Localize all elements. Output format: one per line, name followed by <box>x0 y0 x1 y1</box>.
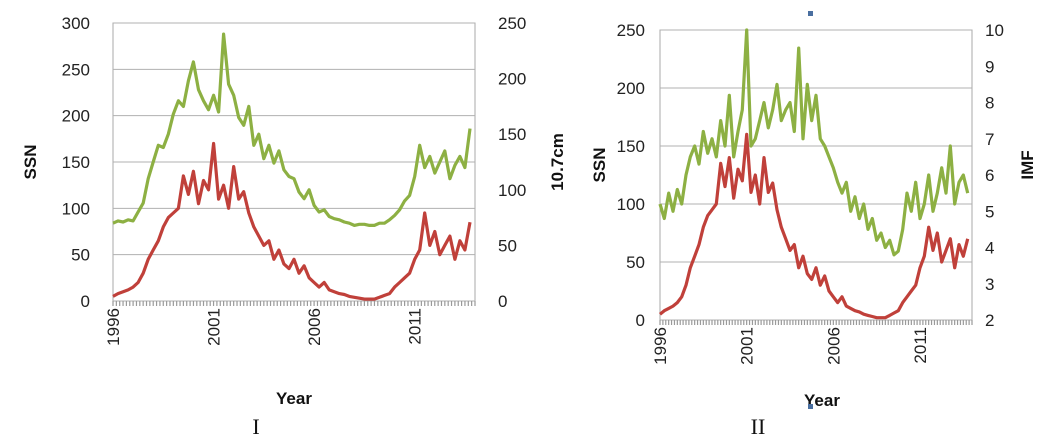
y2-tick-label: 0 <box>498 292 507 311</box>
x-tick-label: 2001 <box>205 308 224 346</box>
y2-tick-label: 200 <box>498 70 526 89</box>
y-tick-label: 200 <box>62 107 90 126</box>
panel-caption: I <box>252 414 259 434</box>
selection-handle-bottom <box>808 404 813 409</box>
y-tick-label: 0 <box>81 292 90 311</box>
x-tick-label: 2011 <box>406 308 425 345</box>
y-tick-label: 250 <box>62 60 90 79</box>
selection-handle-top <box>808 11 813 16</box>
x-minor-ticks <box>659 320 973 325</box>
tick-labels: 0 50 100 150 200 250 2 3 4 5 6 7 8 9 10 1996 2001 2006 201… <box>617 21 1004 365</box>
x-tick-label: 2006 <box>824 327 843 365</box>
y-tick-label: 100 <box>617 195 645 214</box>
y-tick-label: 50 <box>626 253 645 272</box>
y2-axis-label: 10.7cm <box>548 133 567 191</box>
series-layer <box>658 28 970 320</box>
x-tick-label: 2006 <box>305 308 324 346</box>
tick-labels: 0 50 100 150 200 250 300 0 50 100 150 200 250 1996 200… <box>62 14 527 346</box>
y-tick-label: 50 <box>71 246 90 265</box>
series-line-right <box>658 28 970 257</box>
y-axis-label: SSN <box>590 148 609 183</box>
y-tick-label: 150 <box>617 137 645 156</box>
y-tick-label: 200 <box>617 79 645 98</box>
y2-tick-label: 150 <box>498 125 526 144</box>
y2-tick-label: 4 <box>985 239 994 258</box>
chart-panel-i: 0 50 100 150 200 250 300 0 50 100 150 200 250 1996 200… <box>21 14 567 434</box>
series-line-left <box>112 141 472 301</box>
series-layer <box>112 32 472 301</box>
y2-tick-label: 100 <box>498 181 526 200</box>
y2-tick-label: 6 <box>985 166 994 185</box>
y2-tick-label: 9 <box>985 57 994 76</box>
y-tick-label: 250 <box>617 21 645 40</box>
y2-tick-label: 3 <box>985 275 994 294</box>
x-axis-label: Year <box>276 389 312 408</box>
y-axis-label: SSN <box>21 145 40 180</box>
chart-panel-ii: 0 50 100 150 200 250 2 3 4 5 6 7 8 9 10 1996 2001 2006 201… <box>590 11 1037 434</box>
y2-axis-label: IMF <box>1018 150 1037 179</box>
y2-tick-label: 7 <box>985 130 994 149</box>
y2-tick-label: 8 <box>985 94 994 113</box>
x-axis-label: Year <box>804 391 840 410</box>
y2-tick-label: 250 <box>498 14 526 33</box>
plot-area <box>659 29 973 321</box>
x-tick-label: 2001 <box>738 327 757 365</box>
y-tick-label: 300 <box>62 14 90 33</box>
y2-tick-label: 5 <box>985 202 994 221</box>
panel-caption: II <box>751 414 766 434</box>
y-tick-label: 0 <box>636 311 645 330</box>
y2-tick-label: 2 <box>985 311 994 330</box>
y2-tick-label: 10 <box>985 21 1004 40</box>
y-tick-label: 100 <box>62 199 90 218</box>
series-line-left <box>658 132 970 320</box>
series-line-right <box>112 32 472 227</box>
y2-tick-label: 50 <box>498 236 517 255</box>
x-tick-label: 1996 <box>651 327 670 365</box>
x-tick-label: 2011 <box>911 327 930 364</box>
x-minor-ticks <box>112 301 476 306</box>
x-tick-label: 1996 <box>104 308 123 346</box>
y-tick-label: 150 <box>62 153 90 172</box>
